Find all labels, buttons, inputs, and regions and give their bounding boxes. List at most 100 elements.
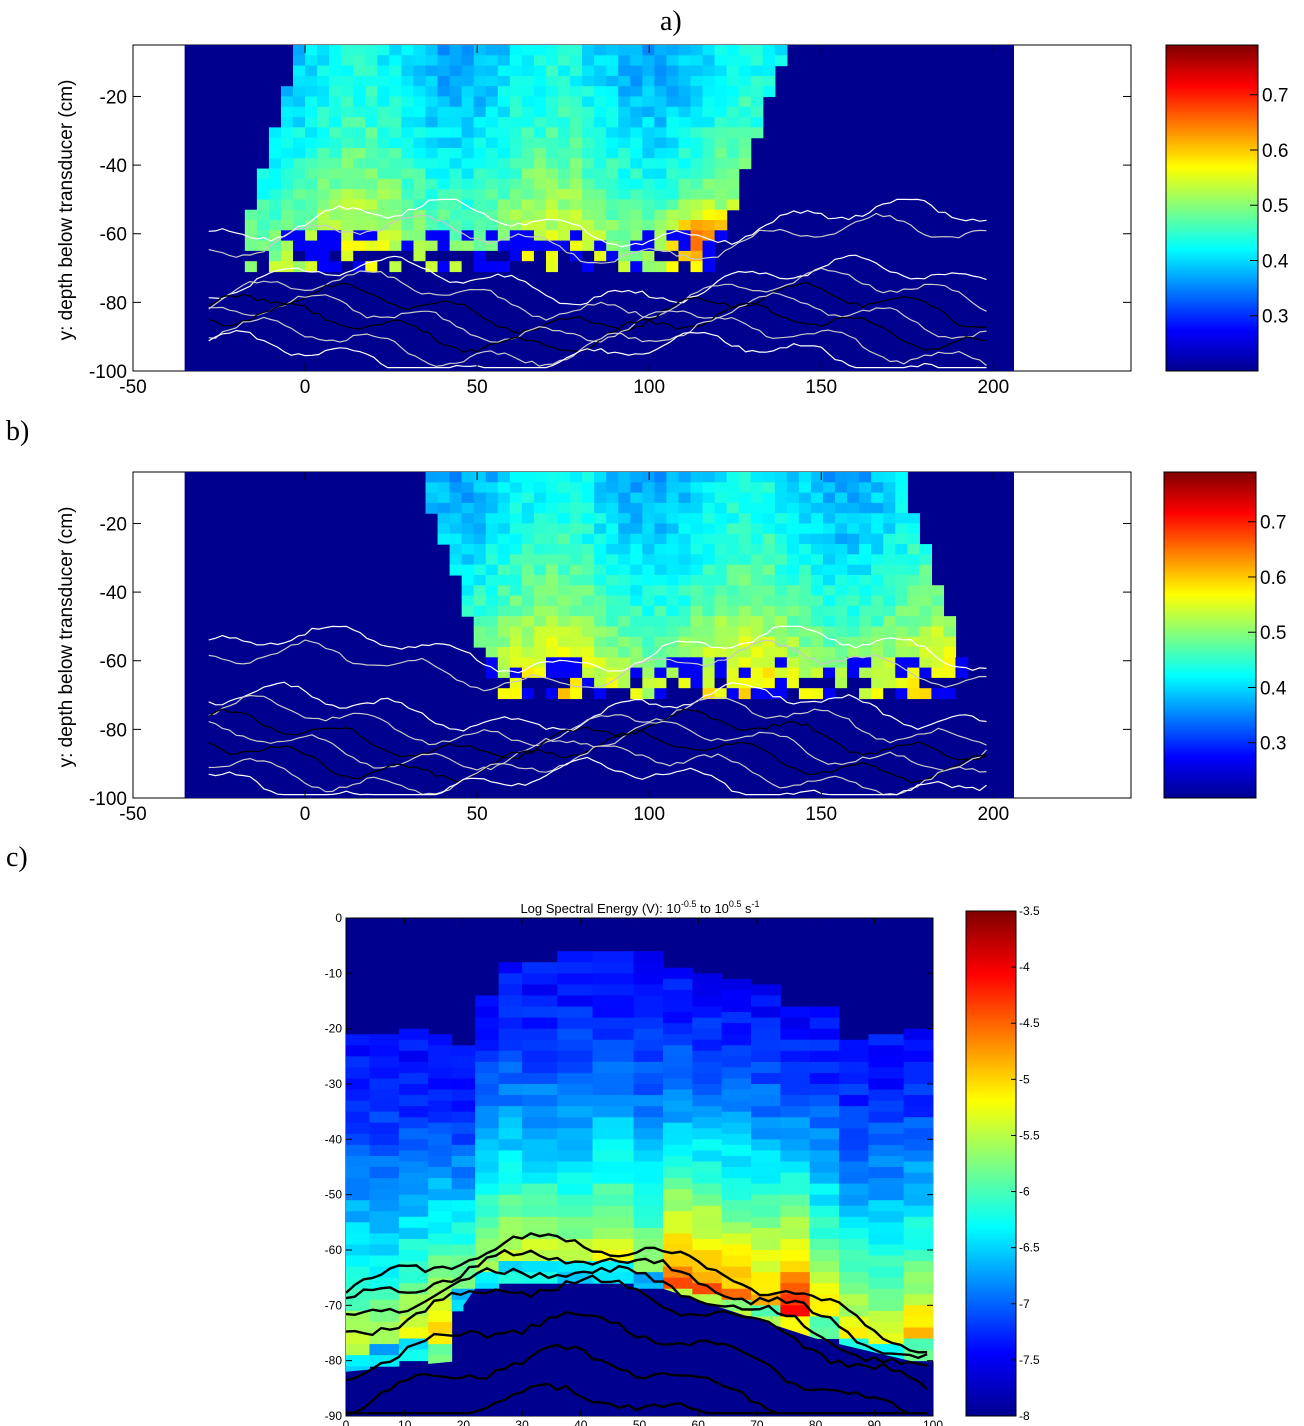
chart-b-cell <box>895 677 908 689</box>
chart-c-cell <box>809 1006 840 1019</box>
chart-a-cell <box>558 96 571 108</box>
chart-a-cell <box>437 209 451 221</box>
chart-a-cell <box>750 106 764 118</box>
chart-c-cell <box>633 1084 664 1096</box>
chart-b-cell <box>509 636 523 648</box>
chart-b-cell <box>774 647 788 658</box>
chart-b-cell <box>545 677 559 689</box>
chart-a-cell <box>594 230 607 242</box>
chart-a-cell <box>461 45 475 56</box>
chart-c-cell <box>839 1061 869 1074</box>
chart-b-cell <box>726 544 740 555</box>
chart-b-cell <box>497 636 511 648</box>
chart-c-cell <box>692 1272 723 1284</box>
chart-a-ytick-label: -100 <box>89 362 127 383</box>
chart-b-cell <box>786 636 800 648</box>
chart-c-cell <box>398 1139 429 1151</box>
chart-a-cell <box>509 117 523 128</box>
chart-b-cell <box>883 688 896 700</box>
chart-a-cell <box>305 45 318 56</box>
chart-a-cell <box>533 199 547 211</box>
chart-a-cell <box>413 189 427 201</box>
chart-c-cell <box>903 1117 934 1129</box>
chart-b-cell <box>642 647 655 658</box>
chart-b-cell <box>521 657 535 669</box>
chart-a-cell <box>642 250 655 262</box>
chart-a-cell <box>485 86 499 98</box>
chart-a-cell <box>353 45 366 56</box>
chart-b-cell <box>606 585 619 597</box>
chart-a-cell <box>365 168 378 180</box>
chart-b-cell <box>558 595 571 607</box>
chart-a-cell <box>425 199 439 211</box>
chart-c-cell <box>346 1344 370 1356</box>
chart-c-cell <box>522 1183 558 1196</box>
chart-c-cell <box>868 1200 905 1212</box>
chart-c-cell <box>428 1255 453 1268</box>
chart-b-cell <box>714 626 728 638</box>
chart-a-cell <box>268 209 282 221</box>
chart-b-cell <box>859 574 872 586</box>
chart-b-cell <box>618 513 631 525</box>
chart-a-cell <box>425 75 439 87</box>
chart-a-cell <box>365 55 378 67</box>
chart-c-cell <box>592 1261 635 1273</box>
chart-b-cell <box>822 626 836 638</box>
chart-c-cell <box>751 1194 781 1207</box>
chart-c-cell <box>428 1266 453 1279</box>
chart-c-cell <box>868 1222 905 1234</box>
chart-a-cell <box>377 220 390 231</box>
chart-c-cell <box>780 1272 811 1284</box>
chart-a-cell <box>533 209 547 221</box>
chart-b-cell <box>726 616 740 628</box>
chart-b-cell <box>606 472 619 483</box>
chart-b-cell <box>425 472 439 483</box>
chart-b-cell <box>594 564 607 576</box>
chart-b-cell <box>545 472 559 483</box>
chart-a-cell <box>449 158 463 170</box>
chart-a-cell <box>401 261 415 273</box>
chart-b-cell <box>690 502 704 514</box>
chart-c-cell <box>809 1050 840 1063</box>
chart-a-cell <box>413 45 427 56</box>
chart-a-cell <box>341 220 354 231</box>
chart-c-cell <box>721 1034 752 1046</box>
chart-b-cell <box>702 595 716 607</box>
chart-b-cell <box>702 647 716 658</box>
chart-b-cell <box>762 636 776 648</box>
chart-b-cell <box>606 626 619 638</box>
chart-b-cell <box>750 605 764 617</box>
chart-b-cell <box>774 482 788 494</box>
chart-a-cell <box>401 137 415 149</box>
chart-c-cell <box>522 995 558 1008</box>
chart-c-cell <box>557 1238 594 1251</box>
chart-a-cell <box>521 106 535 118</box>
chart-c-cell <box>428 1078 453 1091</box>
chart-b-cell <box>509 523 523 535</box>
chart-c-cell <box>721 1155 752 1168</box>
chart-c-cell <box>662 1012 693 1024</box>
chart-b-cell <box>798 688 812 700</box>
chart-a-cell <box>690 65 704 77</box>
chart-a-cell <box>425 178 439 190</box>
chart-b-cell <box>919 585 932 597</box>
chart-b-cell <box>570 616 583 628</box>
chart-b-cell <box>558 502 571 514</box>
chart-b-cell <box>750 667 764 679</box>
chart-a-cell <box>449 117 463 128</box>
chart-b-cell <box>943 667 957 679</box>
chart-c-cell <box>522 1261 558 1273</box>
chart-a-cell <box>521 189 535 201</box>
chart-c-cell <box>751 1216 781 1229</box>
chart-b-cell <box>822 636 836 648</box>
chart-a-cell <box>654 96 668 108</box>
chart-a-cell <box>437 86 451 98</box>
chart-a-cell <box>353 240 366 252</box>
chart-b-cell <box>509 492 523 504</box>
chart-b-cell <box>558 544 571 555</box>
chart-c-cell <box>398 1227 429 1240</box>
chart-a-cell <box>545 147 559 159</box>
chart-c-cell <box>346 1233 370 1245</box>
chart-b-cell <box>618 472 631 483</box>
chart-b-cell <box>726 585 740 597</box>
